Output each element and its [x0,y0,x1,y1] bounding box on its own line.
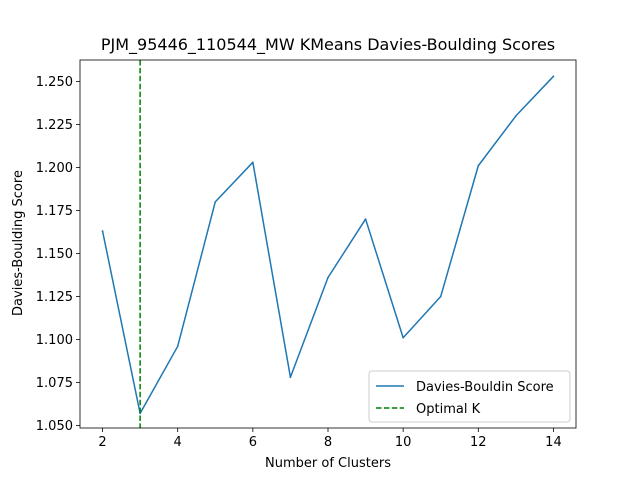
legend-box [368,370,571,423]
y-tick-label: 1.250 [36,75,73,90]
x-tick-label: 4 [174,435,182,450]
y-tick-label: 1.100 [36,333,73,348]
data-point-k7 [289,376,292,379]
data-point-k5 [214,201,217,203]
x-tick-label: 2 [98,435,106,450]
data-point-k2 [101,230,104,232]
y-tick-label: 1.200 [36,161,73,176]
x-tick-label: 10 [395,435,412,450]
y-tick-label: 1.150 [36,247,73,262]
legend-label-davies-bouldin: Davies-Bouldin Score [416,380,554,395]
data-point-k12 [477,164,480,167]
data-point-k10 [402,336,404,339]
data-point-k14 [552,75,555,78]
data-point-k9 [364,218,367,220]
x-tick-label: 6 [249,435,257,450]
x-tick-label: 8 [324,435,332,450]
data-point-k13 [515,115,517,117]
y-tick-label: 1.075 [36,376,73,391]
y-tick-label: 1.125 [36,290,73,305]
x-tick-label: 12 [470,435,487,450]
legend: Davies-Bouldin Score Optimal K [368,370,571,423]
data-point-k4 [176,345,179,348]
y-tick-label: 1.175 [36,204,73,219]
y-tick-label: 1.225 [36,118,73,133]
y-tick-label: 1.050 [36,419,73,434]
chart-title: PJM_95446_110544_MW KMeans Davies-Bouldi… [101,35,555,55]
data-point-k8 [327,276,329,279]
y-axis-title: Davies-Boulding Score [11,170,26,316]
x-axis-title: Number of Clusters [265,456,391,471]
data-point-k11 [439,295,442,298]
data-point-k6 [252,161,254,164]
legend-label-optimal-k: Optimal K [416,402,481,417]
x-tick-label: 14 [545,435,562,450]
plot-area: 2 4 6 8 10 12 14 1.050 1.075 1.100 1.125 1.150 1.175… [36,59,577,450]
